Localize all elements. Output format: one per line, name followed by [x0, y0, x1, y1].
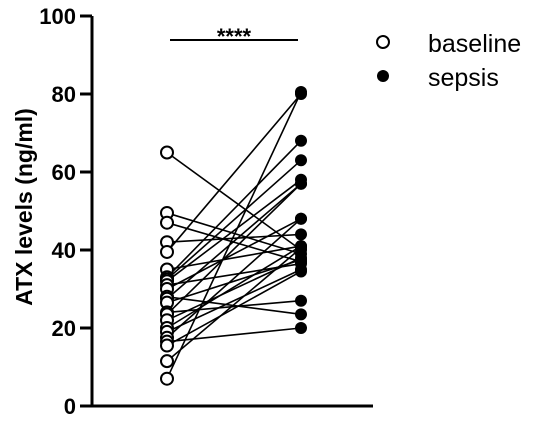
- sepsis-point-3: [295, 228, 307, 241]
- pair-line-4: [166, 93, 302, 253]
- pair-line-12: [166, 183, 302, 300]
- pair-line-8: [166, 179, 302, 282]
- sepsis-point-6: [295, 134, 307, 147]
- significance-annotation: ****: [170, 24, 298, 49]
- y-tick-label-40: 40: [52, 238, 76, 263]
- sepsis-point-22: [295, 242, 307, 255]
- pair-line-0: [166, 151, 302, 251]
- pair-line-21: [166, 270, 302, 347]
- baseline-point-22: [160, 354, 174, 369]
- significance-label: ****: [217, 24, 252, 49]
- y-axis-label: ATX levels (ng/ml): [11, 108, 37, 306]
- data-points: [160, 86, 307, 386]
- pair-line-22: [166, 247, 302, 362]
- y-tick-label-20: 20: [52, 316, 76, 341]
- axes: 0 20 40 60 80 100: [39, 4, 373, 419]
- pair-line-18: [166, 268, 302, 333]
- legend-baseline-marker: [376, 35, 390, 49]
- pair-line-15: [166, 183, 302, 315]
- y-tick-label-60: 60: [52, 160, 76, 185]
- pair-line-17: [166, 245, 302, 329]
- pair-line-3: [166, 233, 302, 243]
- sepsis-point-7: [295, 154, 307, 167]
- pair-line-5: [166, 245, 302, 271]
- sepsis-point-21: [295, 265, 307, 278]
- sepsis-point-11: [295, 308, 307, 321]
- pair-line-1: [166, 212, 302, 255]
- y-tick-label-80: 80: [52, 82, 76, 107]
- pair-line-6: [166, 140, 302, 278]
- pair-line-23: [166, 91, 302, 380]
- sepsis-point-23: [295, 86, 307, 99]
- pair-line-20: [166, 327, 302, 343]
- pair-line-19: [166, 218, 302, 339]
- sepsis-point-20: [295, 322, 307, 334]
- y-tick-label-0: 0: [64, 394, 76, 419]
- baseline-point-4: [160, 244, 174, 259]
- legend-baseline-label: baseline: [428, 30, 521, 58]
- baseline-point-0: [160, 145, 174, 160]
- pair-line-7: [166, 159, 302, 280]
- sepsis-point-19: [295, 212, 307, 225]
- pair-lines: [166, 91, 302, 380]
- sepsis-point-15: [295, 177, 307, 190]
- baseline-point-2: [160, 215, 174, 230]
- baseline-point-21: [160, 338, 174, 353]
- legend-sepsis-marker: [377, 70, 389, 82]
- y-tick-label-100: 100: [39, 4, 76, 29]
- legend-sepsis-label: sepsis: [428, 64, 499, 92]
- sepsis-point-14: [295, 294, 307, 307]
- baseline-point-23: [160, 371, 174, 386]
- sepsis-point-16: [295, 251, 307, 264]
- pair-line-10: [166, 218, 302, 290]
- pair-line-16: [166, 257, 302, 321]
- legend: baseline sepsis: [376, 30, 521, 92]
